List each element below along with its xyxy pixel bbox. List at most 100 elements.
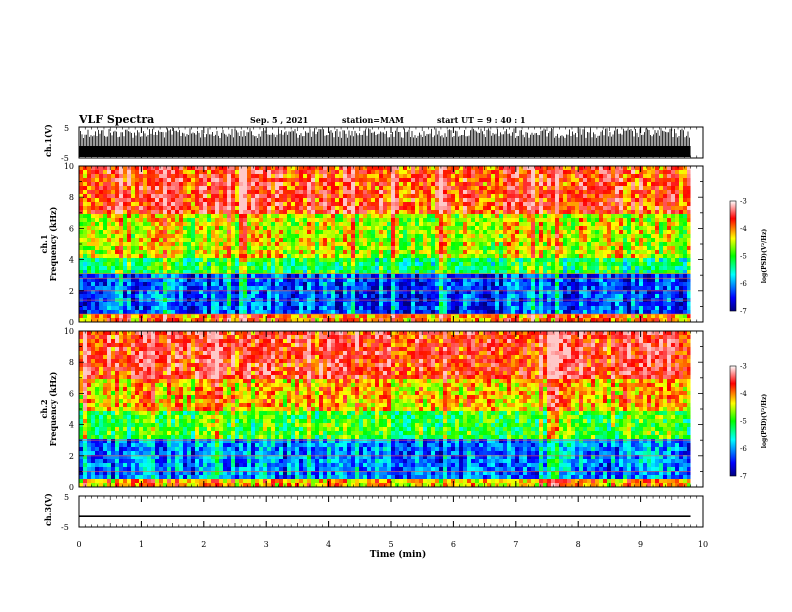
- spectrogram-cell: [411, 290, 416, 295]
- spectrogram-cell: [115, 210, 120, 215]
- spectrogram-cell: [511, 314, 516, 319]
- spectrogram-cell: [523, 278, 528, 283]
- spectrogram-cell: [135, 166, 140, 171]
- spectrogram-cell: [107, 250, 112, 255]
- spectrogram-cell: [303, 270, 308, 275]
- spectrogram-cell: [319, 282, 324, 287]
- spectrogram-cell: [531, 262, 536, 267]
- spectrogram-cell: [399, 250, 404, 255]
- spectrogram-cell: [183, 242, 188, 247]
- spectrogram-cell: [231, 254, 236, 259]
- spectrogram-cell: [231, 266, 236, 271]
- spectrogram-cell: [467, 246, 472, 251]
- spectrogram-cell: [327, 302, 332, 307]
- spectrogram-cell: [271, 294, 276, 299]
- spectrogram-cell: [347, 262, 352, 267]
- spectrogram-cell: [475, 198, 480, 203]
- spectrogram-cell: [123, 318, 128, 322]
- spectrogram-cell: [467, 274, 472, 279]
- spectrogram-cell: [111, 242, 116, 247]
- spectrogram-cell: [119, 246, 124, 251]
- spectrogram-cell: [335, 314, 340, 319]
- spectrogram-cell: [443, 174, 448, 179]
- spectrogram-cell: [283, 286, 288, 291]
- spectrogram-cell: [135, 238, 140, 243]
- spectrogram-cell: [215, 170, 220, 175]
- spectrogram-cell: [243, 238, 248, 243]
- spectrogram-cell: [427, 198, 432, 203]
- spectrogram-cell: [207, 234, 212, 239]
- spectrogram-cell: [375, 186, 380, 191]
- spectrogram-cell: [523, 246, 528, 251]
- spectrogram-cell: [459, 218, 464, 223]
- spectrogram-cell: [255, 314, 260, 319]
- spectrogram-cell: [507, 290, 512, 295]
- spectrogram-cell: [183, 250, 188, 255]
- spectrogram-cell: [435, 302, 440, 307]
- spectrogram-cell: [95, 286, 100, 291]
- spectrogram-cell: [431, 174, 436, 179]
- spectrogram-cell: [371, 186, 376, 191]
- spectrogram-cell: [131, 318, 136, 322]
- spectrogram-cell: [223, 282, 228, 287]
- spectrogram-cell: [371, 210, 376, 215]
- spectrogram-cell: [511, 202, 516, 207]
- spectrogram-cell: [503, 194, 508, 199]
- spectrogram-cell: [427, 302, 432, 307]
- spectrogram-cell: [431, 270, 436, 275]
- spectrogram-cell: [467, 186, 472, 191]
- spectrogram-cell: [423, 202, 428, 207]
- spectrogram-cell: [331, 254, 336, 259]
- spectrogram-cell: [167, 262, 172, 267]
- spectrogram-cell: [459, 270, 464, 275]
- spectrogram-cell: [203, 238, 208, 243]
- spectrogram-cell: [479, 258, 484, 263]
- spectrogram-cell: [455, 294, 460, 299]
- spectrogram-cell: [347, 206, 352, 211]
- spectrogram-cell: [103, 250, 108, 255]
- spectrogram-cell: [279, 174, 284, 179]
- spectrogram-cell: [191, 202, 196, 207]
- spectrogram-cell: [95, 190, 100, 195]
- spectrogram-cell: [243, 218, 248, 223]
- spectrogram-cell: [535, 230, 540, 235]
- spectrogram-cell: [119, 206, 124, 211]
- spectrogram-cell: [231, 218, 236, 223]
- spectrogram-cell: [515, 194, 520, 199]
- spectrogram-cell: [507, 274, 512, 279]
- spectrogram-cell: [371, 262, 376, 267]
- spectrogram-cell: [419, 170, 424, 175]
- spectrogram-cell: [427, 258, 432, 263]
- spectrogram-cell: [135, 174, 140, 179]
- spectrogram-cell: [287, 314, 292, 319]
- spectrogram-cell: [339, 206, 344, 211]
- spectrogram-cell: [235, 286, 240, 291]
- spectrogram-cell: [399, 266, 404, 271]
- spectrogram-cell: [307, 174, 312, 179]
- spectrogram-cell: [203, 302, 208, 307]
- spectrogram-cell: [83, 194, 88, 199]
- spectrogram-cell: [191, 166, 196, 171]
- spectrogram-cell: [511, 206, 516, 211]
- spectrogram-cell: [239, 258, 244, 263]
- spectrogram-cell: [295, 178, 300, 183]
- spectrogram-cell: [323, 190, 328, 195]
- spectrogram-cell: [111, 178, 116, 183]
- spectrogram-cell: [455, 314, 460, 319]
- spectrogram-cell: [487, 266, 492, 271]
- spectrogram-cell: [431, 238, 436, 243]
- spectrogram-cell: [447, 218, 452, 223]
- spectrogram-cell: [523, 210, 528, 215]
- spectrogram-cell: [267, 270, 272, 275]
- spectrogram-cell: [359, 246, 364, 251]
- spectrogram-cell: [143, 282, 148, 287]
- spectrogram-cell: [131, 314, 136, 319]
- spectrogram-cell: [379, 190, 384, 195]
- spectrogram-cell: [211, 218, 216, 223]
- spectrogram-cell: [183, 278, 188, 283]
- spectrogram-cell: [235, 266, 240, 271]
- spectrogram-cell: [367, 226, 372, 231]
- spectrogram-cell: [203, 262, 208, 267]
- spectrogram-cell: [303, 254, 308, 259]
- spectrogram-cell: [211, 198, 216, 203]
